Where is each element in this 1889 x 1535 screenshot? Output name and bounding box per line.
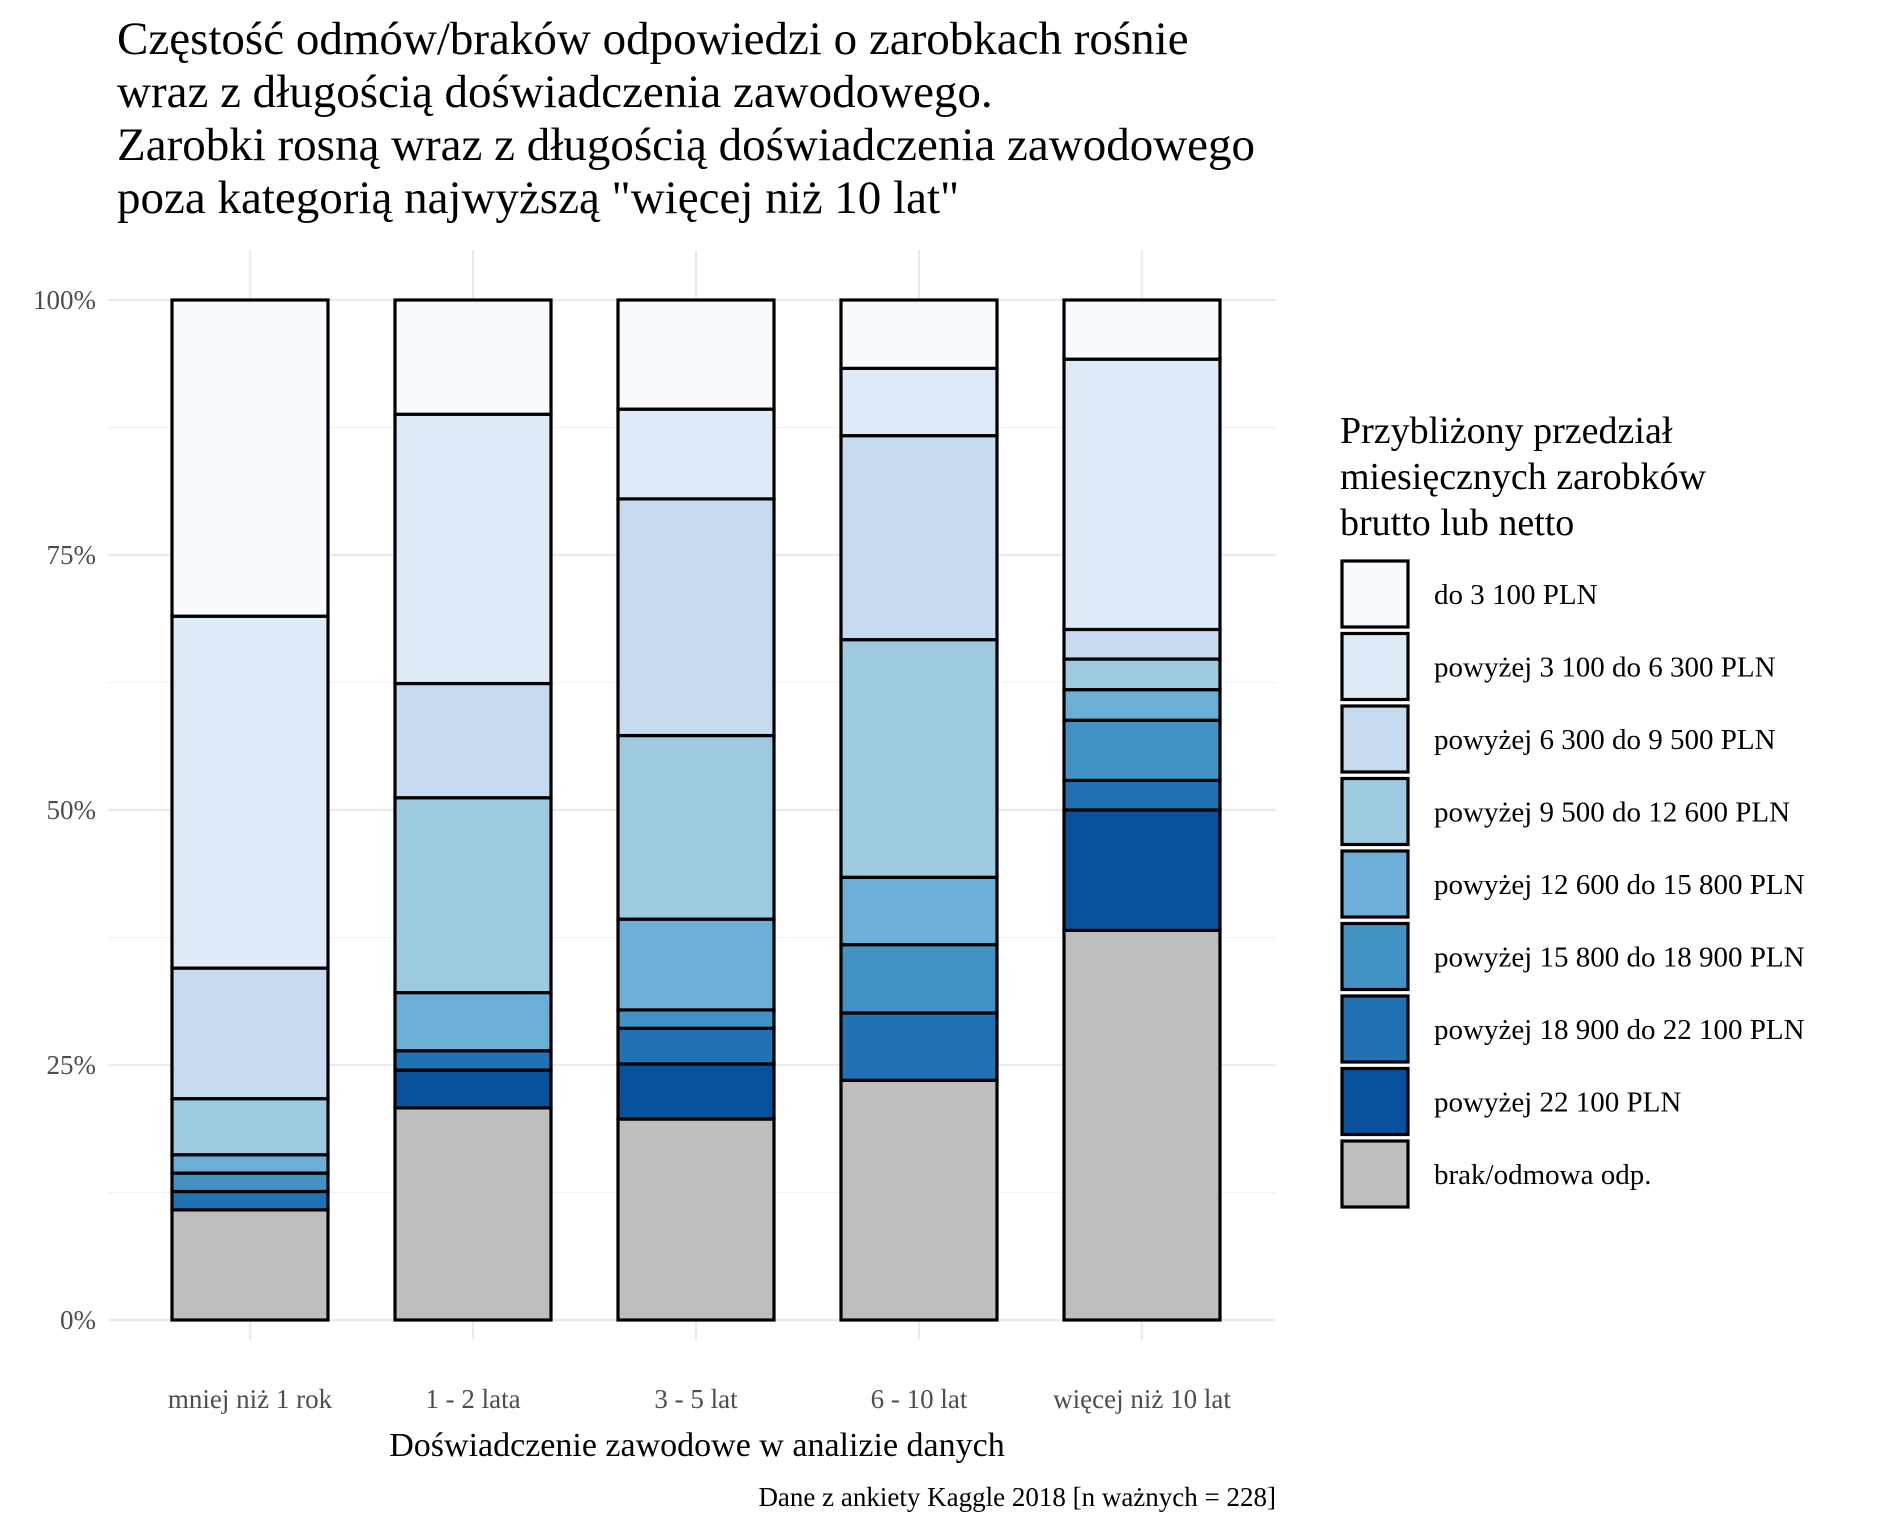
x-tick-label: 6 - 10 lat (871, 1384, 968, 1414)
legend-label: powyżej 3 100 do 6 300 PLN (1434, 652, 1776, 684)
legend-key (1340, 704, 1410, 774)
x-tick-label: 3 - 5 lat (654, 1384, 738, 1414)
legend-key (1340, 776, 1410, 847)
y-tick-label: 50% (47, 795, 97, 825)
y-tick-label: 25% (47, 1050, 97, 1080)
bar-segment (393, 681, 553, 800)
title-line-3: Zarobki rosną wraz z długością doświadcz… (117, 119, 1255, 171)
legend-title-line-3: brutto lub netto (1340, 502, 1574, 544)
bar-segment (839, 366, 999, 438)
legend-key (1340, 559, 1410, 629)
bar-segment (393, 412, 553, 686)
bar-segment (1062, 657, 1222, 692)
legend-key (1340, 631, 1410, 702)
legend-label: powyżej 18 900 do 22 100 PLN (1434, 1014, 1805, 1046)
bar-segment (616, 1117, 776, 1322)
x-axis-tick-labels: mniej niż 1 rok 1 - 2 lata 3 - 5 lat 6 - 10… (168, 1384, 1231, 1414)
bar-segment (839, 875, 999, 947)
bar-segment (616, 1062, 776, 1121)
bar-segment (393, 796, 553, 995)
bar-segment (616, 733, 776, 921)
bar-segment (1062, 808, 1222, 932)
bar-segment (170, 614, 330, 970)
bar-segment (170, 1097, 330, 1157)
bar-segment (839, 638, 999, 879)
legend-items: do 3 100 PLN powyżej 3 100 do 6 300 PLN po… (1340, 559, 1805, 1209)
x-tick-label: 1 - 2 lata (425, 1384, 520, 1414)
bar-segment (170, 1153, 330, 1175)
legend-label: powyżej 6 300 do 9 500 PLN (1434, 724, 1776, 756)
legend-key (1340, 1066, 1410, 1137)
bar-segment (1062, 688, 1222, 722)
x-tick-label: mniej niż 1 rok (168, 1384, 333, 1414)
y-tick-label: 75% (47, 540, 97, 570)
legend-label: powyżej 12 600 do 15 800 PLN (1434, 869, 1805, 901)
bar-segment (839, 434, 999, 642)
bar-segment (170, 1171, 330, 1194)
bar-segment (839, 298, 999, 370)
bars (170, 298, 1222, 1322)
x-axis-title: Doświadczenie zawodowe w analizie danych (389, 1427, 1005, 1464)
bar-segment (1062, 357, 1222, 632)
bar-segment (616, 1008, 776, 1030)
legend-label: brak/odmowa odp. (1434, 1159, 1651, 1191)
legend-label: powyżej 22 100 PLN (1434, 1087, 1681, 1119)
bar-segment (616, 497, 776, 738)
bar-segment (393, 1068, 553, 1110)
x-tick-label: więcej niż 10 lat (1053, 1384, 1231, 1414)
title-line-4: poza kategorią najwyższą "więcej niż 10 … (117, 172, 959, 224)
bar-segment (616, 407, 776, 501)
bar-segment (839, 1011, 999, 1082)
legend-key (1340, 1139, 1410, 1209)
bar-segment (393, 298, 553, 416)
legend-label: powyżej 15 800 do 18 900 PLN (1434, 942, 1805, 974)
title-line-2: wraz z długością doświadczenia zawodoweg… (117, 66, 993, 118)
bar-segment (170, 966, 330, 1101)
legend-key (1340, 921, 1410, 992)
bar-segment (1062, 928, 1222, 1322)
bar-segment (393, 1106, 553, 1322)
bar-segment (1062, 718, 1222, 783)
y-axis-tick-labels: 0% 25% 50% 75% 100% (33, 285, 96, 1335)
legend-title-line-2: miesięcznych zarobków (1340, 456, 1707, 498)
bar-segment (170, 1189, 330, 1212)
bar-segment (616, 298, 776, 411)
legend-label: do 3 100 PLN (1434, 579, 1598, 611)
bar-segment (839, 1078, 999, 1322)
caption: Dane z ankiety Kaggle 2018 [n ważnych = … (758, 1482, 1276, 1512)
bar-segment (393, 990, 553, 1053)
bar-segment (616, 1026, 776, 1066)
title-line-1: Częstość odmów/braków odpowiedzi o zarob… (117, 13, 1189, 65)
bar-segment (1062, 627, 1222, 661)
legend-key (1340, 849, 1410, 919)
bar-segment (616, 917, 776, 1012)
bar-segment (1062, 778, 1222, 812)
legend-key (1340, 994, 1410, 1064)
bar-segment (170, 298, 330, 618)
y-tick-label: 0% (60, 1305, 96, 1335)
legend-label: powyżej 9 500 do 12 600 PLN (1434, 797, 1790, 829)
legend-title-line-1: Przybliżony przedział (1340, 410, 1673, 452)
y-tick-label: 100% (33, 285, 96, 315)
legend: Przybliżony przedział miesięcznych zarob… (1340, 410, 1805, 1209)
bar-segment (839, 943, 999, 1015)
bar-segment (1062, 298, 1222, 361)
chart-title: Częstość odmów/braków odpowiedzi o zarob… (117, 13, 1255, 224)
bar-segment (393, 1049, 553, 1072)
bar-segment (170, 1208, 330, 1322)
